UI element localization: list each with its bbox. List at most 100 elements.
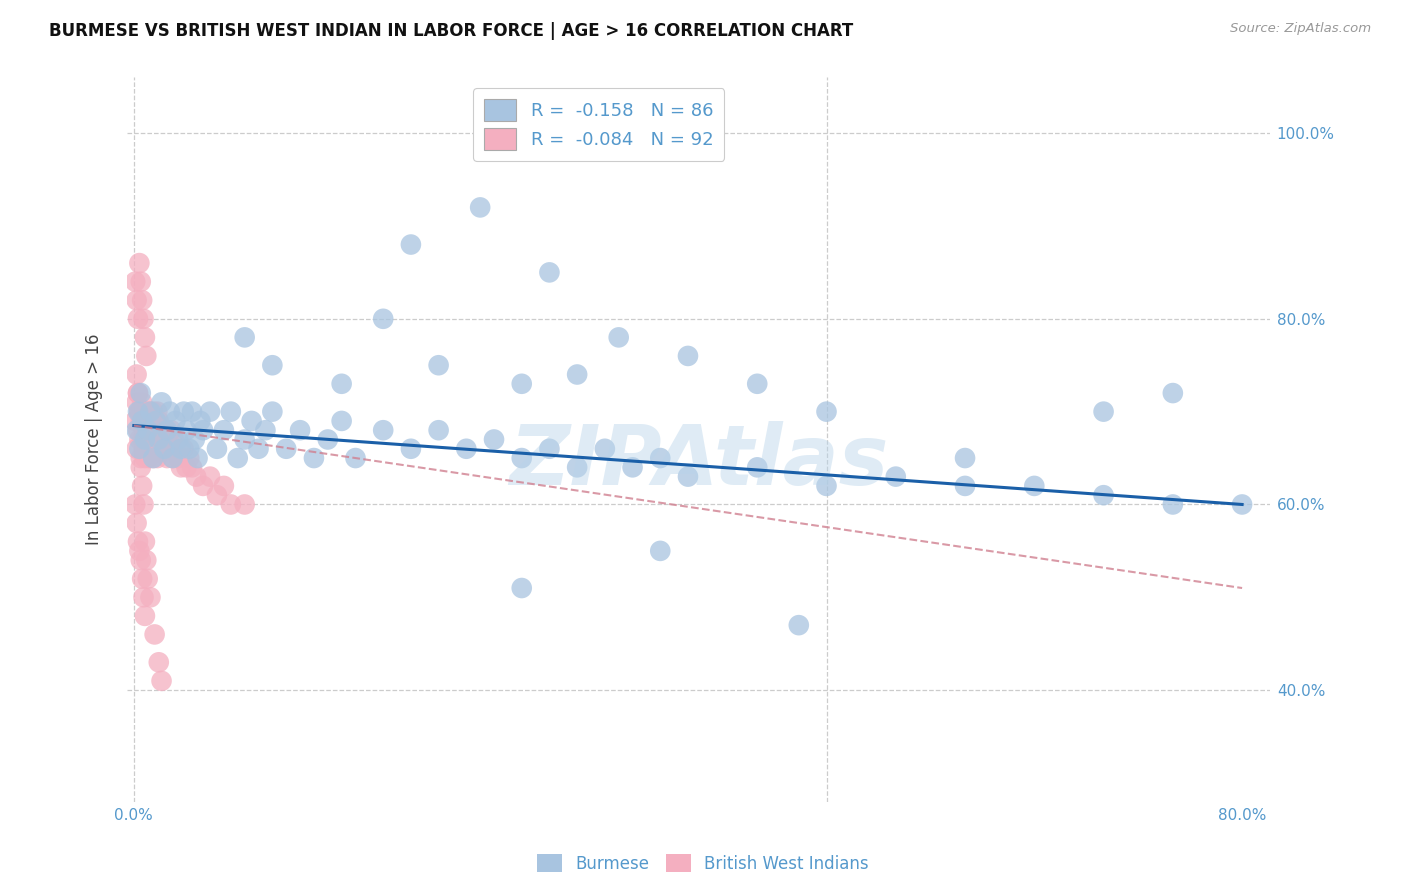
Point xyxy=(128,256,150,270)
Point xyxy=(127,386,149,401)
Point xyxy=(135,553,157,567)
Point xyxy=(155,423,177,437)
Point xyxy=(565,368,588,382)
Point xyxy=(145,414,167,428)
Point xyxy=(226,451,249,466)
Point xyxy=(482,433,505,447)
Point xyxy=(1161,386,1184,401)
Point xyxy=(157,433,180,447)
Point xyxy=(676,469,699,483)
Point xyxy=(143,414,166,428)
Point xyxy=(159,404,181,418)
Point xyxy=(132,591,155,605)
Point xyxy=(316,433,339,447)
Point xyxy=(953,451,976,466)
Point xyxy=(187,451,209,466)
Point xyxy=(747,376,769,391)
Point xyxy=(159,442,181,456)
Point xyxy=(747,460,769,475)
Point xyxy=(162,451,184,466)
Point xyxy=(399,237,422,252)
Point xyxy=(787,618,810,632)
Point xyxy=(134,330,156,344)
Point xyxy=(427,358,450,372)
Point xyxy=(138,451,160,466)
Point xyxy=(373,423,395,437)
Point xyxy=(176,460,198,475)
Point xyxy=(156,423,179,437)
Point xyxy=(160,423,183,437)
Point xyxy=(399,442,422,456)
Point xyxy=(170,460,193,475)
Point xyxy=(373,311,395,326)
Point xyxy=(131,572,153,586)
Point xyxy=(129,414,152,428)
Point xyxy=(134,404,156,418)
Point xyxy=(142,451,165,466)
Point xyxy=(139,591,162,605)
Point xyxy=(191,423,214,437)
Point xyxy=(131,433,153,447)
Point xyxy=(150,395,173,409)
Point xyxy=(247,442,270,456)
Point xyxy=(538,442,561,456)
Point xyxy=(139,404,162,418)
Point xyxy=(149,442,172,456)
Point xyxy=(198,469,221,483)
Point xyxy=(165,442,187,456)
Point xyxy=(167,451,190,466)
Point xyxy=(125,395,148,409)
Point xyxy=(676,349,699,363)
Point xyxy=(262,358,284,372)
Point xyxy=(132,498,155,512)
Point xyxy=(131,293,153,308)
Point xyxy=(456,442,478,456)
Point xyxy=(191,479,214,493)
Point xyxy=(219,498,242,512)
Point xyxy=(128,442,150,456)
Point xyxy=(129,553,152,567)
Point xyxy=(136,572,159,586)
Point xyxy=(538,265,561,279)
Point xyxy=(150,423,173,437)
Point xyxy=(1161,498,1184,512)
Point xyxy=(179,442,201,456)
Point xyxy=(125,423,148,437)
Point xyxy=(186,469,208,483)
Point xyxy=(132,442,155,456)
Point xyxy=(212,479,235,493)
Point xyxy=(125,442,148,456)
Point xyxy=(1230,498,1253,512)
Point xyxy=(127,423,149,437)
Point xyxy=(254,423,277,437)
Point xyxy=(134,608,156,623)
Point xyxy=(1092,488,1115,502)
Point xyxy=(131,395,153,409)
Point xyxy=(143,433,166,447)
Point xyxy=(276,442,298,456)
Point xyxy=(344,451,367,466)
Point xyxy=(139,414,162,428)
Point xyxy=(146,404,169,418)
Point xyxy=(163,433,186,447)
Point xyxy=(135,433,157,447)
Point xyxy=(134,433,156,447)
Text: Source: ZipAtlas.com: Source: ZipAtlas.com xyxy=(1230,22,1371,36)
Point xyxy=(124,498,146,512)
Point xyxy=(142,404,165,418)
Point xyxy=(148,414,170,428)
Point xyxy=(593,442,616,456)
Point xyxy=(288,423,311,437)
Point xyxy=(212,423,235,437)
Point xyxy=(181,404,204,418)
Point xyxy=(330,414,353,428)
Point xyxy=(621,460,644,475)
Point xyxy=(167,433,190,447)
Point xyxy=(135,414,157,428)
Point xyxy=(181,460,204,475)
Point xyxy=(132,423,155,437)
Point xyxy=(153,442,176,456)
Point xyxy=(139,433,162,447)
Point xyxy=(565,460,588,475)
Point xyxy=(145,442,167,456)
